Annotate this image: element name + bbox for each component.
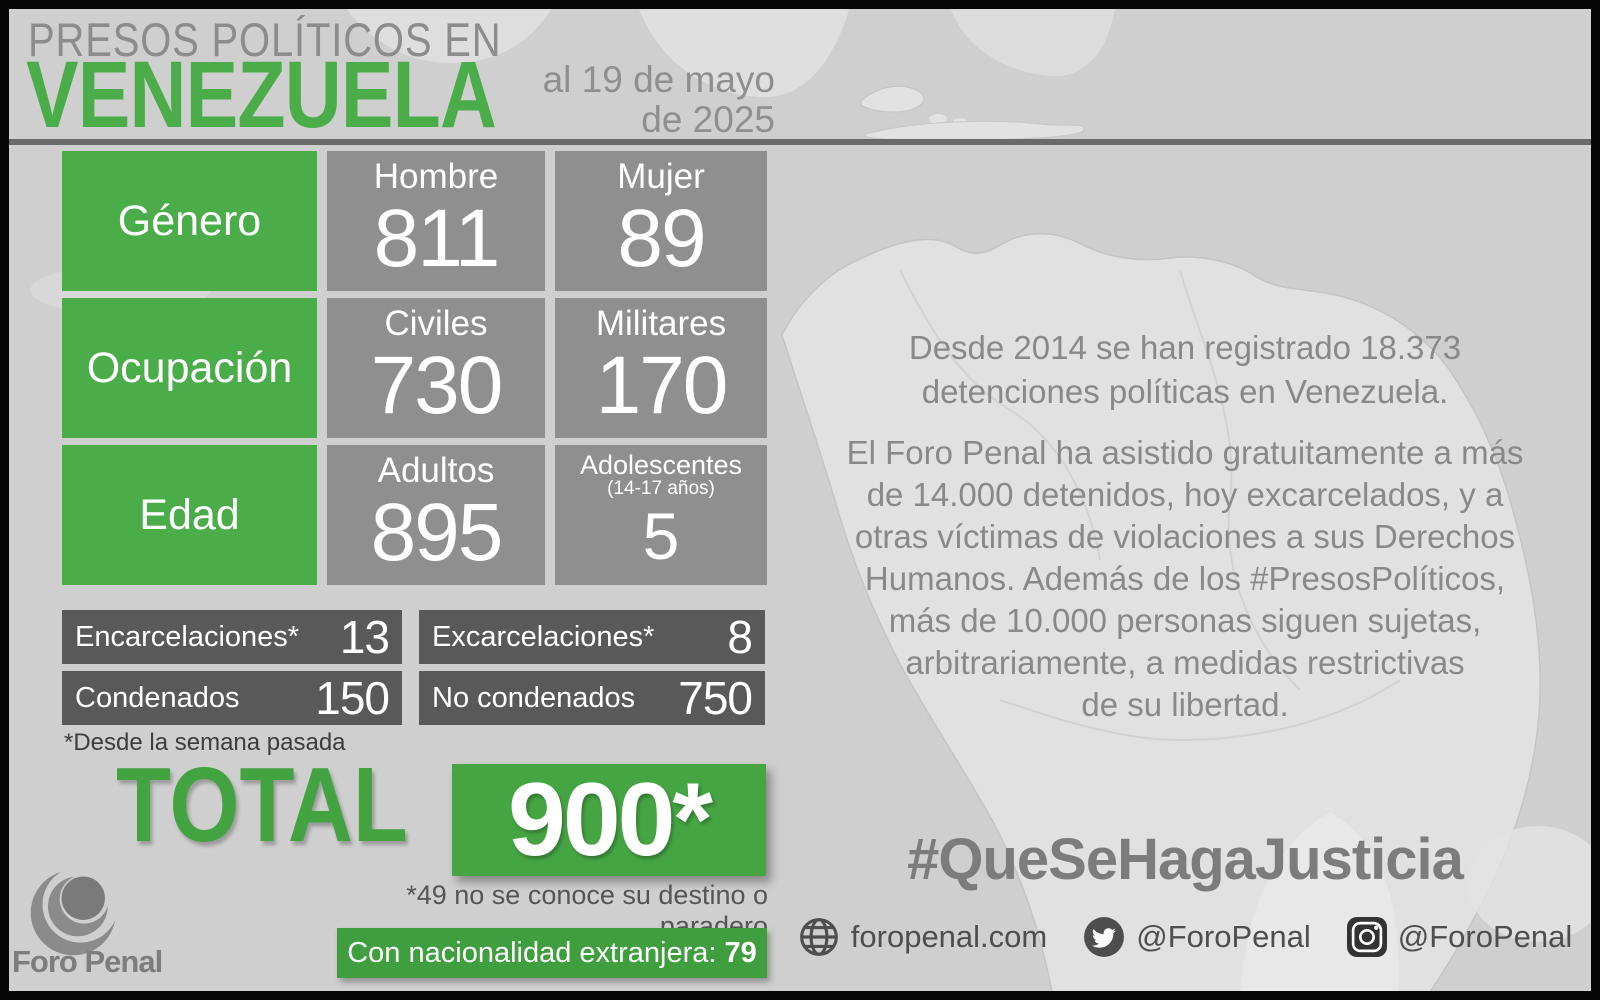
foro-penal-logo-icon [30,866,119,956]
bar-condenados-label: Condenados [75,681,240,714]
website-text: foropenal.com [850,919,1048,954]
stats-table: Género Hombre 811 Mujer 89 Ocupación Civ… [62,151,767,585]
bar-excarcelaciones-label: Excarcelaciones* [432,620,655,653]
bar-excarcelaciones-value: 8 [727,611,753,663]
bar-no-condenados-label: No condenados [432,681,636,714]
divider-line [0,139,1600,145]
bar-encarcelaciones-value: 13 [339,611,390,663]
hashtag: #QueSeHagaJusticia [907,827,1464,892]
cell-hombre-value: 811 [373,193,501,284]
cell-adolescentes: Adolescentes (14-17 años) 5 [555,445,767,585]
social-footer: foropenal.com @ForoPenal @ForoPenal [798,916,1573,958]
cell-adolescentes-sublabel: (14-17 años) [607,478,715,499]
foreign-nationality-bar: Con nacionalidad extranjera: 79 [337,928,767,978]
globe-icon [799,918,838,956]
bar-condenados: Condenados 150 [62,671,402,725]
cell-militares-label: Militares [595,304,727,343]
bar-encarcelaciones-label: Encarcelaciones* [75,620,300,653]
twitter-icon [1084,917,1125,957]
row-label-genero: Género [62,151,317,291]
report-date-line2: de 2025 [641,99,775,140]
title-kicker: PRESOS POLÍTICOS EN [28,13,502,66]
weekly-footnote: *Desde la semana pasada [64,729,346,756]
narrative-paragraph-1: Desde 2014 se han registrado 18.373 dete… [908,329,1462,410]
total-box: 900* [452,762,766,878]
cell-hombre-label: Hombre [373,157,499,196]
cell-civiles: Civiles 730 [327,298,545,438]
total-value: 900* [508,761,713,878]
cell-adolescentes-value: 5 [642,499,680,573]
foreign-nationality-value: 79 [724,936,757,969]
instagram-handle-text: @ForoPenal [1397,919,1573,954]
foreign-nationality-label: Con nacionalidad extranjera: [347,936,725,969]
twitter-handle-text: @ForoPenal [1136,919,1311,954]
bar-no-condenados: No condenados 750 [419,671,765,725]
cell-militares-value: 170 [595,340,729,431]
cell-civiles-value: 730 [370,340,504,431]
instagram-link[interactable]: @ForoPenal [1346,917,1573,957]
twitter-link[interactable]: @ForoPenal [1083,916,1311,958]
cell-adultos: Adultos 895 [327,445,545,585]
report-date-line1: al 19 de mayo [542,59,775,100]
bar-encarcelaciones: Encarcelaciones* 13 [62,610,402,664]
row-label-ocupacion: Ocupación [62,298,317,438]
bar-excarcelaciones: Excarcelaciones* 8 [419,610,765,664]
cell-adultos-value: 895 [370,487,504,578]
instagram-icon [1346,917,1387,957]
cell-hombre: Hombre 811 [327,151,545,291]
report-date: al 19 de mayo de 2025 [470,60,775,140]
title-country: VENEZUELA [26,42,497,148]
cell-mujer: Mujer 89 [555,151,767,291]
bar-condenados-value: 150 [315,672,390,724]
total-label: TOTAL [116,746,408,864]
website-link[interactable]: foropenal.com [798,916,1047,958]
weekly-stats: Encarcelaciones* 13 Excarcelaciones* 8 C… [62,610,765,725]
cell-adolescentes-label: Adolescentes [579,450,743,480]
row-label-edad: Edad [62,445,317,585]
narrative-paragraph-2: El Foro Penal ha asistido gratuitamente … [846,434,1524,723]
bar-no-condenados-value: 750 [678,672,753,724]
cell-civiles-label: Civiles [384,304,488,343]
cell-militares: Militares 170 [555,298,767,438]
cell-mujer-label: Mujer [617,157,705,196]
cell-mujer-value: 89 [617,193,706,284]
cell-adultos-label: Adultos [377,451,495,490]
total-footnote: *49 no se conoce su destino o paradero [406,880,768,941]
foro-penal-logo-text: Foro Penal [12,944,163,979]
